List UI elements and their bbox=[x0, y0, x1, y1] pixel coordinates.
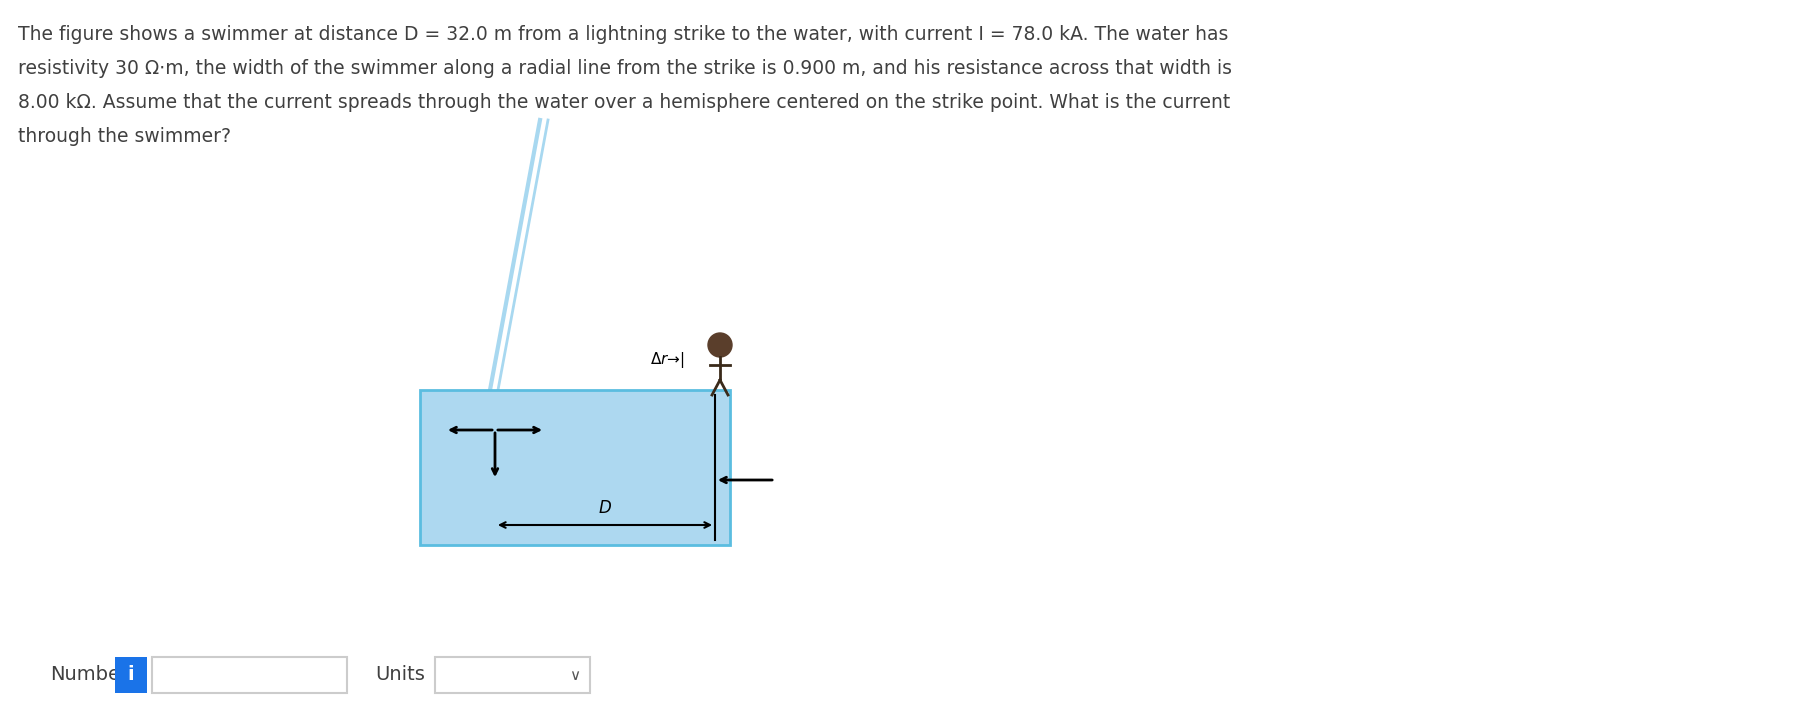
Text: i: i bbox=[128, 666, 133, 684]
Bar bbox=[115, 657, 148, 693]
Bar bbox=[151, 657, 346, 693]
Text: $\Delta r$→|: $\Delta r$→| bbox=[651, 350, 685, 370]
Bar bbox=[420, 390, 730, 545]
Text: The figure shows a swimmer at distance D = 32.0 m from a lightning strike to the: The figure shows a swimmer at distance D… bbox=[18, 25, 1228, 44]
Text: ∨: ∨ bbox=[570, 668, 581, 682]
Text: Number: Number bbox=[50, 666, 128, 684]
Text: Units: Units bbox=[375, 666, 426, 684]
Circle shape bbox=[709, 333, 732, 357]
Text: $D$: $D$ bbox=[599, 499, 611, 517]
Text: through the swimmer?: through the swimmer? bbox=[18, 127, 231, 146]
Text: 8.00 kΩ. Assume that the current spreads through the water over a hemisphere cen: 8.00 kΩ. Assume that the current spreads… bbox=[18, 93, 1230, 112]
Text: resistivity 30 Ω⋅m, the width of the swimmer along a radial line from the strike: resistivity 30 Ω⋅m, the width of the swi… bbox=[18, 59, 1231, 78]
Bar bbox=[435, 657, 590, 693]
